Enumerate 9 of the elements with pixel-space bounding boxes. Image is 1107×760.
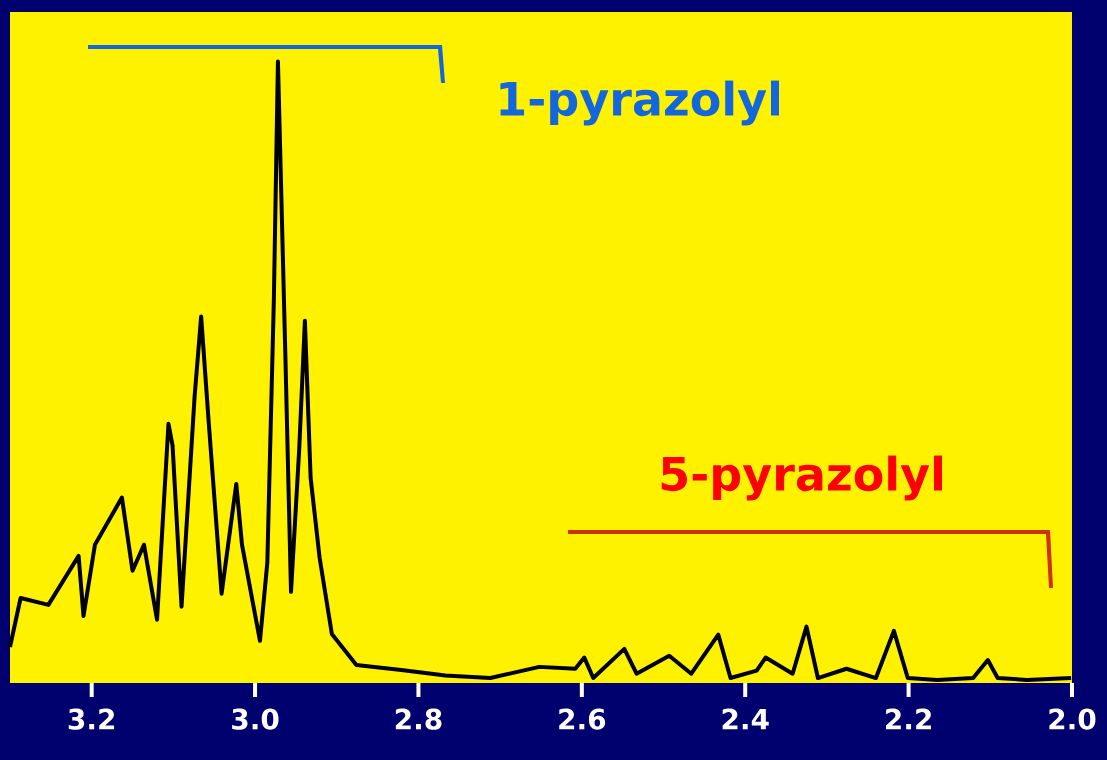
annotation: 1-pyrazolyl [500,80,780,126]
annotation: 5-pyrazolyl [661,455,942,501]
x-tick-label: 3.2 [68,708,115,730]
x-tick-label: 3.0 [232,708,279,730]
x-tick-label: 2.6 [559,708,606,730]
x-tick-label: 2.0 [1049,708,1096,730]
x-tick-label: 2.8 [395,708,442,730]
x-tick-label: 2.2 [886,708,931,730]
x-tick-label: 2.4 [722,708,769,730]
